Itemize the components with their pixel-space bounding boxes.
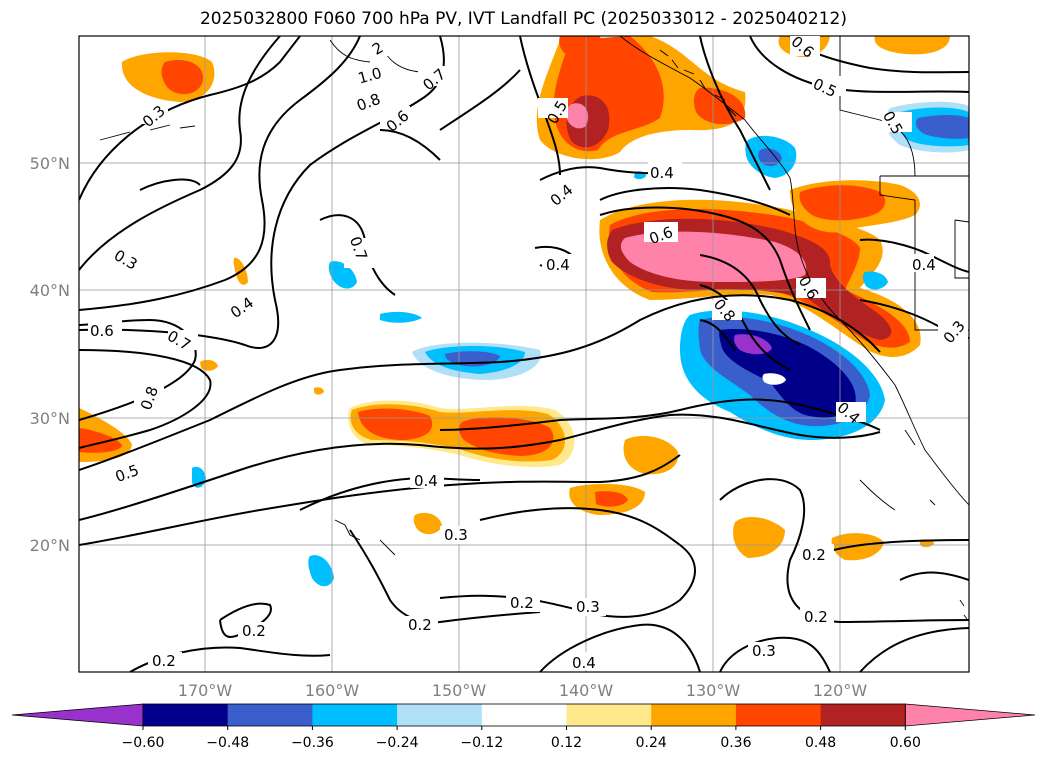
colorbar-segment	[651, 704, 737, 726]
colorbar-tick-label: −0.12	[460, 735, 503, 751]
lat-label: 30°N	[30, 409, 70, 428]
warm-blob	[595, 491, 628, 507]
colorbar-tick-label: 0.24	[636, 735, 667, 751]
colorbar-tick-label: 0.48	[805, 735, 836, 751]
graticule	[79, 36, 969, 672]
warm-band	[620, 231, 807, 282]
colorbar-segment	[481, 704, 567, 726]
contour-label: 0.3	[576, 598, 600, 616]
contour-label: 0.3	[444, 526, 468, 544]
colorbar: −0.60 −0.48 −0.36 −0.24 −0.12 0.12 0.24 0.36 0.4…	[11, 703, 1036, 751]
warm-blob	[314, 387, 324, 395]
cold-region	[762, 373, 786, 385]
colorbar-segment	[820, 704, 906, 726]
contour-label: 0.2	[242, 622, 266, 640]
warm-region	[799, 185, 886, 221]
cold-spot	[328, 261, 357, 289]
colorbar-segment	[312, 704, 398, 726]
lon-label: 170°W	[178, 681, 233, 700]
contour-label: 0.4	[650, 164, 674, 182]
contour-label: 0.2	[510, 594, 534, 612]
lon-label: 160°W	[305, 681, 360, 700]
map-title: 2025032800 F060 700 hPa PV, IVT Landfall…	[199, 9, 847, 29]
colorbar-segment	[566, 704, 652, 726]
warm-region	[559, 36, 601, 60]
lat-label: 50°N	[30, 154, 70, 173]
cold-spot	[308, 555, 334, 587]
colorbar-tick-label: −0.60	[122, 735, 165, 751]
lat-label: 20°N	[30, 536, 70, 555]
contour-label: 0.3	[752, 642, 776, 660]
colorbar-tick-label: 0.12	[551, 735, 582, 751]
colorbar-segment	[735, 704, 822, 726]
colorbar-tick-label: −0.24	[376, 735, 419, 751]
lon-label: 130°W	[686, 681, 741, 700]
warm-blob	[413, 512, 442, 535]
contour-label: 0.6	[90, 322, 114, 340]
cold-region	[862, 271, 888, 290]
lon-label: 140°W	[559, 681, 614, 700]
lon-label: 150°W	[432, 681, 487, 700]
warm-blob	[161, 60, 204, 95]
colorbar-tick-label: 0.36	[720, 735, 751, 751]
lon-label: 120°W	[813, 681, 868, 700]
colorbar-outline	[142, 703, 906, 727]
colorbar-arrow-right	[904, 703, 1036, 727]
warm-region	[566, 103, 589, 129]
colorbar-tick-label: 0.60	[890, 735, 921, 751]
contour-label: 0.2	[152, 652, 176, 670]
warm-region	[693, 87, 746, 125]
map-frame	[78, 35, 970, 673]
latitude-labels: 50°N 40°N 30°N 20°N	[30, 154, 70, 555]
warm-blob	[459, 417, 554, 456]
contour-label: 1.0	[356, 64, 384, 88]
contour-label: 0.2	[802, 546, 826, 564]
colorbar-tick-label: −0.48	[206, 735, 249, 751]
warm-blob	[831, 533, 884, 561]
warm-blob	[200, 359, 218, 371]
colorbar-tick-label: −0.36	[291, 735, 334, 751]
lat-label: 40°N	[30, 281, 70, 300]
cold-spot	[380, 311, 422, 323]
warm-region	[874, 36, 950, 55]
shading-layer	[79, 36, 969, 587]
contour-label: 0.2	[804, 608, 828, 626]
colorbar-segment	[227, 704, 313, 726]
warm-blob	[358, 408, 433, 440]
colorbar-segment	[143, 704, 229, 726]
contour-label: 0.4	[546, 256, 570, 274]
contour-label: 0.4	[912, 256, 936, 274]
warm-blob	[79, 428, 122, 453]
contour-label: 0.4	[414, 472, 438, 490]
colorbar-arrow-left	[11, 703, 144, 727]
cold-spot	[758, 148, 782, 166]
contour-label: 0.4	[572, 654, 596, 672]
colorbar-segment	[397, 704, 483, 726]
warm-blob	[733, 516, 785, 558]
warm-blob	[623, 436, 679, 475]
contour-label: 0.2	[408, 616, 432, 634]
longitude-labels: 170°W 160°W 150°W 140°W 130°W 120°W	[178, 681, 868, 700]
cold-spot	[915, 115, 969, 139]
